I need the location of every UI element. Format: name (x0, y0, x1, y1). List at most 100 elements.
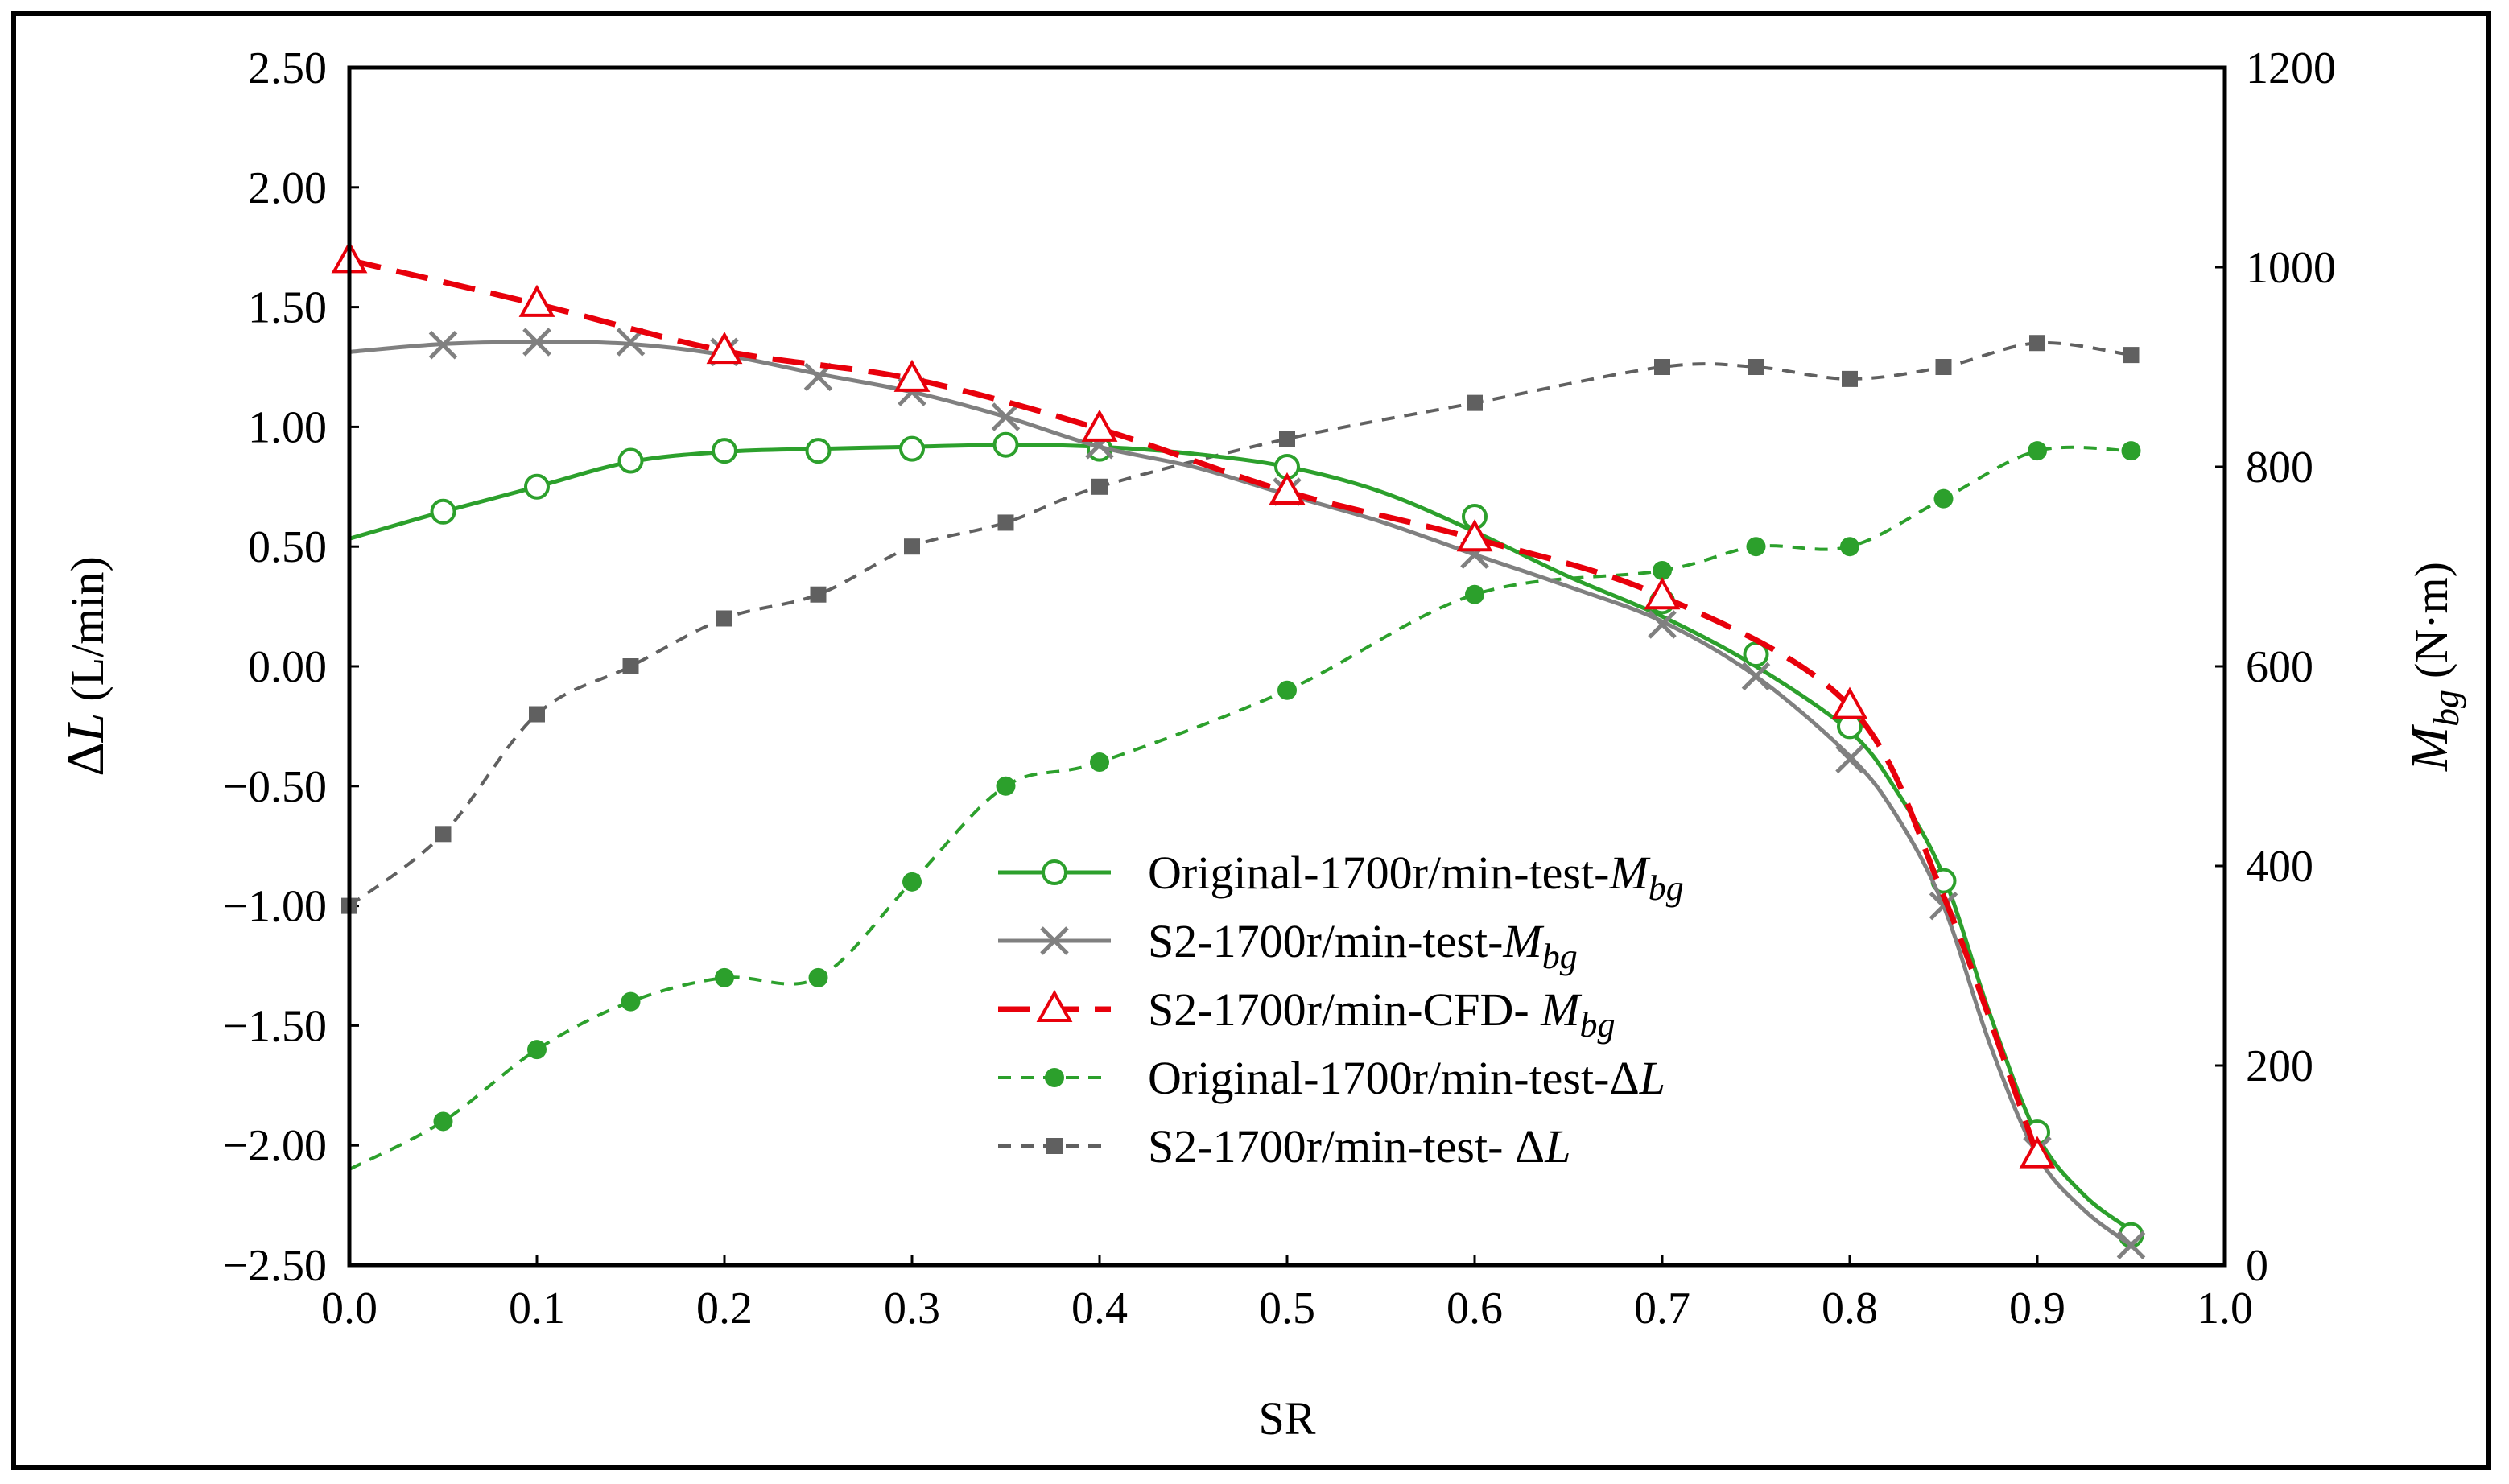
marker-triangle (1831, 686, 1868, 719)
x-tick-label: 0.7 (1634, 1284, 1690, 1334)
marker-circle (899, 435, 925, 462)
marker-triangle (893, 359, 931, 392)
series-line (349, 443, 2132, 1232)
marker-circle (430, 498, 456, 525)
y-left-tick-label: 0.50 (248, 522, 327, 572)
marker-circle (1042, 859, 1067, 885)
marker-dot (996, 776, 1016, 796)
tick-label-layer: 0.0 0.1 0.2 0.3 0.4 0.5 0.6 0.7 0.8 0.9 1.0 2.50 2.0… (222, 43, 2336, 1334)
legend-label-text: S2-1700r/min-CFD- (1148, 983, 1541, 1036)
svg-text:Mbg(N·m): Mbg (N·m) (2400, 562, 2466, 772)
y-right-tick-label: 400 (2246, 842, 2313, 892)
marker-square (1842, 370, 1858, 387)
marker-x-stroke (1835, 744, 1864, 774)
marker-x-stroke (1648, 610, 1677, 639)
y-left-tick-label: −2.50 (222, 1241, 327, 1291)
marker-triangle (1269, 472, 1306, 505)
x-tick-label: 1.0 (2197, 1284, 2253, 1334)
series-layer (331, 241, 2146, 1259)
marker-x-stroke (991, 402, 1021, 431)
marker-dot (808, 967, 828, 987)
marker-triangle (706, 332, 743, 365)
marker-dot (527, 1040, 547, 1060)
marker-x-stroke (522, 328, 551, 357)
y-right-tick-label: 1000 (2246, 243, 2336, 293)
legend-entry: S2-1700r/min-test-Mbg (998, 915, 1578, 976)
y-left-tick-label: 1.00 (248, 402, 327, 452)
marker-x (1741, 662, 1771, 691)
legend-label-delta: Δ (1609, 1052, 1639, 1104)
marker-dot (1840, 537, 1859, 557)
marker-circle (992, 431, 1019, 458)
marker-circle (524, 473, 550, 500)
legend-label-var: M (1502, 915, 1544, 967)
x-tick-label: 0.5 (1259, 1284, 1315, 1334)
legend-label-var: M (1608, 847, 1650, 899)
marker-x (2116, 1230, 2146, 1259)
marker-x (522, 328, 551, 357)
plot-area-border (347, 65, 2227, 1268)
marker-triangle (518, 284, 555, 317)
marker-square (2123, 347, 2140, 364)
x-tick-label: 0.6 (1446, 1284, 1503, 1334)
marker-x-stroke (1929, 891, 1958, 921)
marker-dot (902, 872, 922, 892)
marker-square (810, 586, 827, 603)
marker-dot (1653, 560, 1672, 580)
marker-square (904, 538, 920, 555)
y-right-tick-label: 200 (2246, 1041, 2313, 1091)
series-4 (341, 335, 2140, 914)
legend-entry: Original-1700r/min-test-Mbg (998, 847, 1684, 908)
marker-triangle (1036, 989, 1073, 1022)
x-tick-label: 0.3 (884, 1284, 940, 1334)
legend-label: S2-1700r/min-test- ΔL (1148, 1120, 1570, 1173)
legend-label-delta: Δ (1515, 1120, 1545, 1173)
y-right-tick-label: 1200 (2246, 43, 2336, 93)
series-line (349, 340, 2132, 1247)
marker-dot (1090, 752, 1109, 773)
y-axis-left-var: L (56, 713, 115, 744)
x-tick-label: 0.1 (509, 1284, 565, 1334)
marker-dot (2028, 441, 2047, 461)
legend-label-sub: bg (1649, 868, 1684, 908)
legend-label-var: M (1540, 983, 1582, 1036)
marker-square (1935, 359, 1952, 375)
legend-label: S2-1700r/min-CFD- Mbg (1148, 983, 1616, 1045)
marker-square (1279, 431, 1295, 447)
marker-circle (805, 438, 832, 464)
svg-text:ΔL(L/min): ΔL (L/min) (56, 556, 115, 777)
series-line (348, 340, 2131, 908)
y-left-tick-label: −1.50 (222, 1001, 327, 1051)
marker-square (1091, 478, 1108, 495)
legend-entry: Original-1700r/min-test-ΔL (998, 1052, 1665, 1104)
series-2 (331, 241, 2056, 1169)
y-axis-right-var: M (2400, 723, 2459, 772)
y-left-tick-label: 1.50 (248, 283, 327, 333)
series-line (349, 257, 2041, 1156)
series-3 (349, 441, 2141, 1171)
legend-label-var: L (1544, 1120, 1570, 1173)
y-left-tick-label: −1.00 (222, 882, 327, 932)
marker-dot (1277, 680, 1297, 700)
marker-triangle (1644, 577, 1681, 610)
legend-label-sub: bg (1580, 1005, 1616, 1045)
marker-triangle (1456, 519, 1493, 552)
x-tick-label: 0.9 (2009, 1284, 2065, 1334)
marker-dot (1465, 584, 1484, 604)
legend-label: Original-1700r/min-test-ΔL (1148, 1052, 1665, 1104)
legend-label-text: S2-1700r/min-test- (1148, 915, 1503, 967)
marker-square (1467, 394, 1483, 411)
marker-square (2029, 335, 2045, 352)
series-0 (349, 431, 2144, 1248)
marker-x (991, 402, 1021, 431)
marker-square (622, 658, 639, 674)
legend-label-text: Original-1700r/min-test- (1148, 847, 1609, 899)
y-axis-right-sub: bg (2425, 690, 2466, 727)
marker-dot (621, 991, 641, 1012)
legend: Original-1700r/min-test-MbgS2-1700r/min-… (998, 847, 1684, 1173)
y-axis-left-delta: Δ (56, 742, 115, 776)
x-tick-label: 0.8 (1822, 1284, 1878, 1334)
y-right-tick-label: 600 (2246, 642, 2313, 692)
series-1 (349, 328, 2146, 1259)
